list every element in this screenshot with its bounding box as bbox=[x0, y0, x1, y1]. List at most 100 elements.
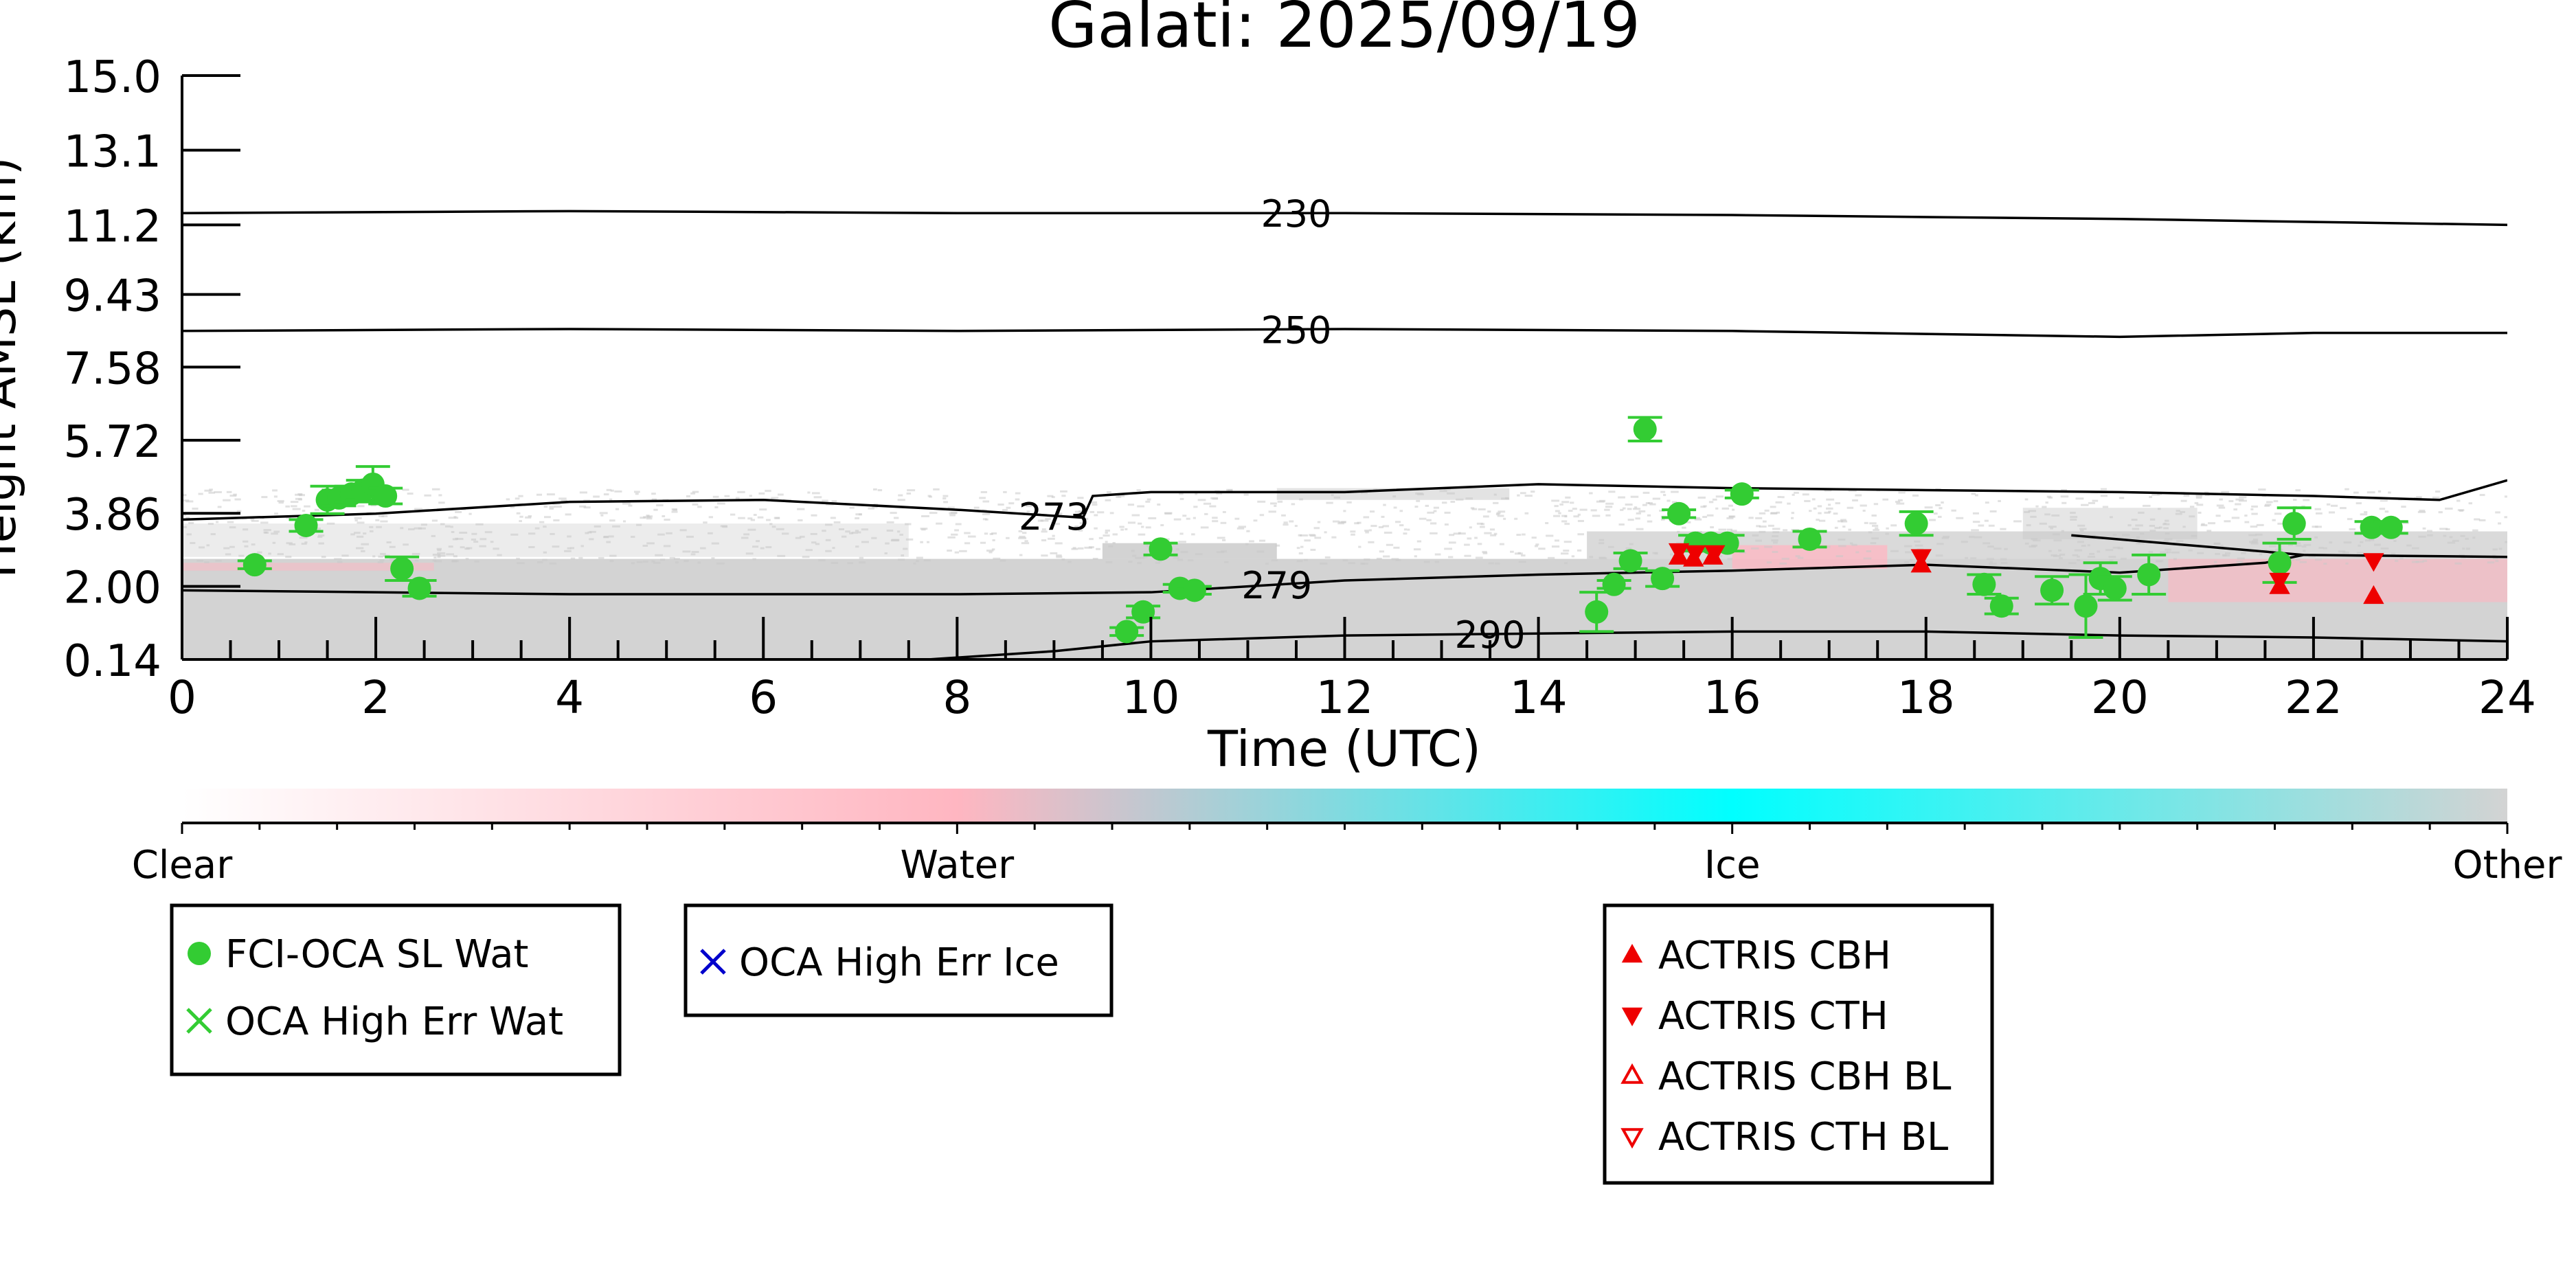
legend-box-1: FCI-OCA SL Wat OCA High Err Wat bbox=[170, 903, 622, 1076]
x-tick-label: 8 bbox=[942, 671, 971, 724]
data-point bbox=[2363, 553, 2384, 572]
data-point bbox=[1667, 501, 1691, 526]
x-tick-label: 24 bbox=[2478, 671, 2536, 724]
legend-entry-label: OCA High Err Wat bbox=[225, 999, 563, 1044]
data-point bbox=[1149, 537, 1173, 561]
sparse-band bbox=[182, 523, 909, 557]
colorbar-label: Clear bbox=[132, 843, 233, 888]
sparse-band bbox=[2022, 508, 2197, 539]
x-tick-label: 2 bbox=[361, 671, 390, 724]
isotherm-line-250 bbox=[182, 328, 2507, 339]
legend-marker-x bbox=[186, 1008, 212, 1034]
x-tick-label: 12 bbox=[1316, 671, 1374, 724]
data-point bbox=[1989, 594, 2013, 618]
legend-entry-label: OCA High Err Ice bbox=[739, 940, 1059, 985]
data-point bbox=[2268, 551, 2292, 575]
series-actris-cth bbox=[1668, 543, 2384, 592]
legends: FCI-OCA SL Wat OCA High Err Wat OCA High E… bbox=[170, 903, 1994, 1185]
data-point bbox=[1182, 578, 1206, 602]
data-point bbox=[1131, 600, 1155, 624]
legend-marker-triangle-up-open bbox=[1620, 1063, 1644, 1084]
data-point bbox=[1730, 482, 1754, 506]
series-fci-oca-sl-wat bbox=[237, 416, 2408, 644]
data-point bbox=[2137, 563, 2161, 587]
y-tick-label: 3.86 bbox=[64, 490, 162, 541]
y-tick-label: 11.2 bbox=[64, 201, 162, 252]
colorbar-label: Water bbox=[901, 843, 1015, 888]
data-point bbox=[2103, 576, 2127, 600]
data-point bbox=[1910, 549, 1932, 568]
y-tick-label: 0.14 bbox=[64, 636, 162, 687]
data-point bbox=[1651, 567, 1675, 591]
data-point bbox=[2379, 515, 2403, 539]
legend-frame bbox=[170, 903, 622, 1076]
data-point bbox=[2269, 572, 2290, 592]
mask-layer-block bbox=[1102, 543, 1277, 559]
colorbar-label: Ice bbox=[1704, 843, 1761, 888]
data-point bbox=[1602, 572, 1626, 596]
isotherm-label-279: 279 bbox=[1241, 564, 1312, 607]
data-point bbox=[1684, 545, 1706, 564]
legend-entry-label: ACTRIS CTH BL bbox=[1658, 1115, 1948, 1160]
y-tick-label: 9.43 bbox=[64, 271, 162, 322]
y-axis-label: Height AMSL (km) bbox=[0, 157, 27, 578]
data-point bbox=[390, 556, 414, 580]
data-point bbox=[2363, 585, 2384, 605]
water-layer bbox=[182, 563, 434, 571]
data-point bbox=[2282, 512, 2306, 536]
legend-entry-label: ACTRIS CBH bbox=[1658, 934, 1891, 978]
legend-entry-label: FCI-OCA SL Wat bbox=[225, 932, 529, 977]
legend-box-3: ACTRIS CBH ACTRIS CTH ACTRIS CBH BL ACTRIS … bbox=[1603, 903, 1994, 1185]
x-axis-label: Time (UTC) bbox=[1207, 720, 1481, 778]
data-point bbox=[242, 553, 267, 577]
legend-marker-circle bbox=[188, 942, 211, 965]
data-point bbox=[1972, 572, 1996, 596]
data-point bbox=[1115, 620, 1139, 644]
colorbar-label: Other bbox=[2452, 843, 2562, 888]
data-markers bbox=[237, 416, 2408, 644]
y-tick-label: 2.00 bbox=[64, 563, 162, 614]
data-point bbox=[2040, 578, 2064, 602]
legend-box-2: OCA High Err Ice bbox=[683, 903, 1114, 1017]
data-point bbox=[1668, 543, 1690, 563]
y-tick-label: 15.0 bbox=[64, 52, 162, 103]
data-point bbox=[2074, 594, 2098, 618]
x-tick-label: 16 bbox=[1704, 671, 1761, 724]
x-tick-label: 20 bbox=[2091, 671, 2149, 724]
x-tick-label: 4 bbox=[555, 671, 584, 724]
x-tick-label: 6 bbox=[749, 671, 778, 724]
legend-marker-triangle-down-open bbox=[1620, 1128, 1644, 1149]
chart-title: Galati: 2025/09/19 bbox=[1048, 0, 1640, 62]
x-tick-label: 14 bbox=[1510, 671, 1568, 724]
y-tick-label: 13.1 bbox=[64, 127, 162, 178]
data-point bbox=[1704, 545, 1726, 564]
isotherm-line-230 bbox=[182, 210, 2507, 227]
data-point bbox=[1585, 600, 1609, 624]
isotherm-label-273: 273 bbox=[1019, 495, 1089, 539]
legend-marker-x bbox=[700, 949, 726, 975]
legend-frame bbox=[1603, 903, 1994, 1185]
isotherm-line-279 bbox=[182, 534, 2507, 596]
isotherm-label-250: 250 bbox=[1261, 308, 1331, 352]
data-point bbox=[407, 576, 431, 600]
isotherm-label-230: 230 bbox=[1261, 192, 1331, 236]
legend-entry-label: ACTRIS CBH BL bbox=[1658, 1054, 1951, 1099]
data-point bbox=[1618, 549, 1642, 573]
x-tick-label: 0 bbox=[168, 671, 196, 724]
classification-colorbar: Clear Water Ice Other bbox=[132, 789, 2562, 888]
data-point bbox=[294, 513, 318, 537]
x-tick-label: 10 bbox=[1122, 671, 1179, 724]
y-tick-label: 7.58 bbox=[64, 343, 162, 394]
data-point bbox=[1904, 512, 1928, 536]
x-tick-label: 18 bbox=[1897, 671, 1955, 724]
legend-marker-triangle-down bbox=[1621, 1007, 1643, 1026]
data-point bbox=[374, 484, 398, 508]
isotherm-line-273 bbox=[182, 479, 2507, 521]
data-point bbox=[1798, 527, 1822, 551]
colorbar-gradient bbox=[182, 789, 2507, 823]
legend-entry-label: ACTRIS CTH bbox=[1658, 994, 1888, 1039]
data-point bbox=[1633, 417, 1657, 441]
legend-marker-triangle-up bbox=[1621, 944, 1643, 963]
